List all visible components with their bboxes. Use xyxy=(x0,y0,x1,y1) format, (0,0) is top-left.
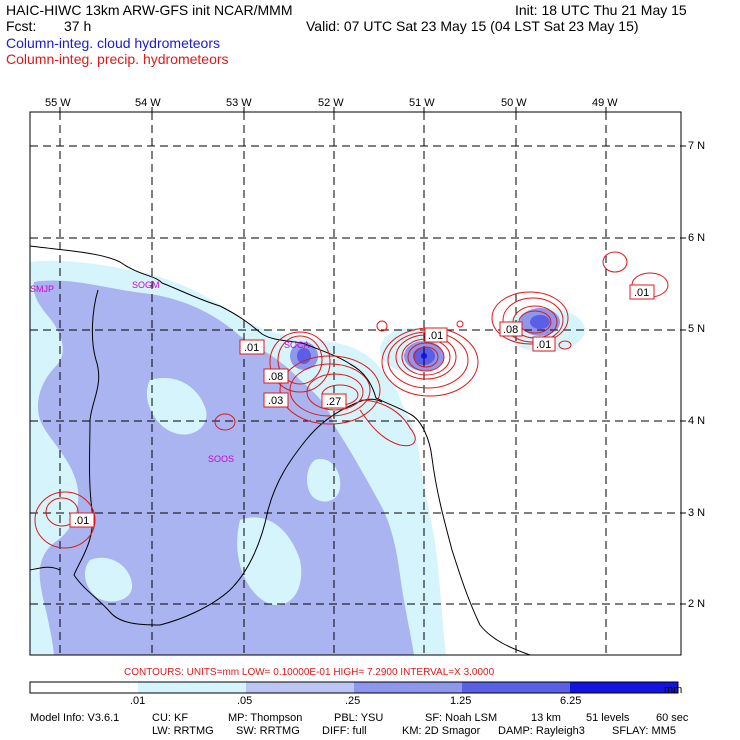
precip-field-title: Column-integ. precip. hydrometeors xyxy=(6,51,229,67)
footer-cu: CU: KF xyxy=(152,712,189,724)
footer-resolution: 13 km xyxy=(531,712,561,724)
footer-model-info: Model Info: V3.6.1 xyxy=(30,712,120,724)
lat-label: 6 N xyxy=(688,232,706,244)
lon-label: 55 W xyxy=(45,97,71,109)
lat-lon-grid xyxy=(30,112,681,655)
footer-pbl: PBL: YSU xyxy=(334,712,384,724)
forecast-label: Fcst: xyxy=(6,18,37,34)
colorbar-units: mm xyxy=(664,684,683,696)
contour-label: .27 xyxy=(321,393,347,409)
footer-sw: SW: RRTMG xyxy=(236,725,300,737)
station-label: SMJP xyxy=(30,284,54,294)
precip-contours xyxy=(34,251,669,549)
station-labels: SMJP SOGM SOCA SOOS xyxy=(30,280,310,464)
station-label: SOGM xyxy=(132,280,160,290)
contour-label: .08 xyxy=(263,368,289,384)
footer-km: KM: 2D Smagor xyxy=(402,725,481,737)
svg-text:.01: .01 xyxy=(536,339,551,351)
colorbar-tick: .05 xyxy=(237,695,253,707)
footer-lw: LW: RRTMG xyxy=(152,725,214,737)
svg-text:.27: .27 xyxy=(326,396,341,408)
forecast-hours: 37 h xyxy=(64,18,92,34)
colorbar-tick: 6.25 xyxy=(560,695,582,707)
cloud-dark-cores xyxy=(290,308,560,371)
contour-label: .01 xyxy=(69,512,95,528)
init-time: Init: 18 UTC Thu 21 May 15 xyxy=(515,2,687,18)
svg-text:.01: .01 xyxy=(428,330,443,342)
lon-label: 52 W xyxy=(318,97,344,109)
lat-label: 3 N xyxy=(688,507,706,519)
colorbar-tick: .01 xyxy=(130,695,146,707)
lon-label: 50 W xyxy=(501,97,527,109)
station-label: SOOS xyxy=(208,454,234,464)
footer-mp: MP: Thompson xyxy=(228,712,303,724)
coastline xyxy=(30,245,531,655)
model-title: HAIC-HIWC 13km ARW-GFS init NCAR/MMM xyxy=(6,2,293,18)
svg-text:.01: .01 xyxy=(244,342,259,354)
colorbar-tick: 1.25 xyxy=(450,695,472,707)
svg-text:.01: .01 xyxy=(74,515,89,527)
footer-damp: DAMP: Rayleigh3 xyxy=(498,725,585,737)
contour-label: .01 xyxy=(424,327,448,343)
lat-label: 4 N xyxy=(688,415,706,427)
lon-label: 51 W xyxy=(409,97,435,109)
footer-sflay: SFLAY: MM5 xyxy=(612,725,676,737)
cloud-light-region xyxy=(30,260,585,655)
footer-sf: SF: Noah LSM xyxy=(425,712,498,724)
svg-text:.03: .03 xyxy=(268,395,283,407)
map-frame xyxy=(29,111,682,656)
cloud-mid-region xyxy=(33,280,415,655)
contour-label: .03 xyxy=(263,392,289,408)
contours-info: CONTOURS: UNITS=mm LOW= 0.10000E-01 HIGH… xyxy=(124,667,495,678)
svg-text:.08: .08 xyxy=(503,324,518,336)
footer-diff: DIFF: full xyxy=(322,725,367,737)
colorbar-tick: .25 xyxy=(345,695,361,707)
colorbar xyxy=(29,681,679,694)
lat-label: 2 N xyxy=(688,598,706,610)
cloud-field-title: Column-integ. cloud hydrometeors xyxy=(6,35,220,51)
lon-label: 54 W xyxy=(135,97,161,109)
station-label: SOCA xyxy=(284,340,310,350)
contour-label: .01 xyxy=(532,336,556,352)
contour-label: .01 xyxy=(239,339,265,355)
lat-label: 5 N xyxy=(688,323,706,335)
lon-label: 53 W xyxy=(226,97,252,109)
border-french-guiana-brazil xyxy=(159,398,383,626)
valid-time: Valid: 07 UTC Sat 23 May 15 (04 LST Sat … xyxy=(306,18,639,34)
border-suriname-brazil xyxy=(73,289,161,626)
contour-label: .01 xyxy=(629,284,655,300)
footer-timestep: 60 sec xyxy=(656,712,689,724)
contour-label-boxes: .01 .08 .03 .27 .01 .08 xyxy=(69,284,655,528)
svg-text:.01: .01 xyxy=(634,287,649,299)
svg-text:.08: .08 xyxy=(268,371,283,383)
lon-label: 49 W xyxy=(592,97,618,109)
contour-label: .08 xyxy=(499,321,523,337)
footer-levels: 51 levels xyxy=(586,712,630,724)
lat-label: 7 N xyxy=(688,140,706,152)
border-coast-south xyxy=(30,566,61,571)
